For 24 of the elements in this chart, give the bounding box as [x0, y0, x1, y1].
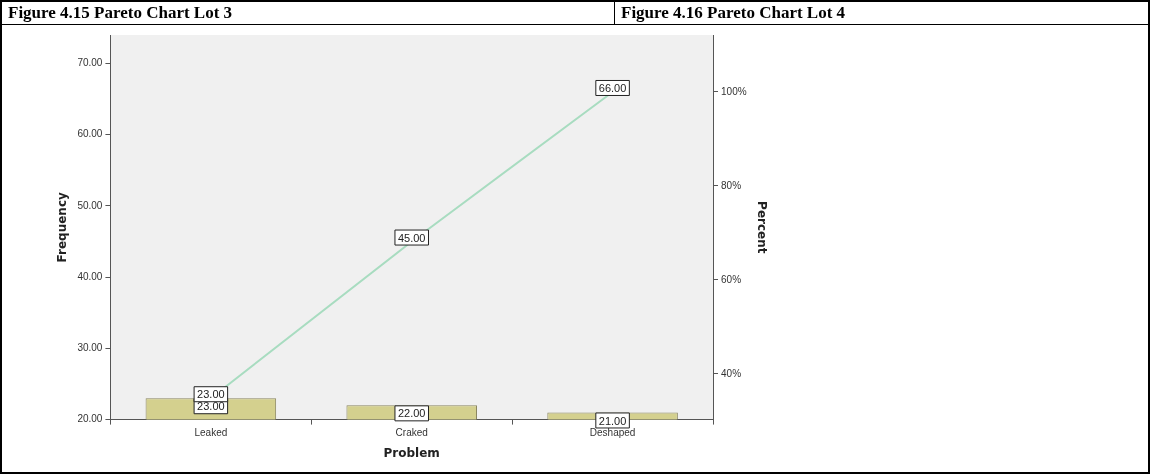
- y2-tick-label: 100%: [721, 85, 747, 97]
- y-tick-label: 40.00: [77, 270, 103, 282]
- y2-tick-label: 60%: [721, 273, 742, 285]
- data-label: 23.00: [197, 388, 225, 401]
- x-tick-label: Deshaped: [589, 427, 636, 439]
- y-tick-label: 50.00: [77, 199, 103, 211]
- y-axis-title: Frequency: [55, 192, 70, 263]
- data-label: 45.00: [397, 231, 426, 244]
- data-label: 21.00: [598, 414, 627, 427]
- y2-axis-title: Percent: [754, 201, 769, 254]
- x-tick-label: Craked: [395, 427, 428, 439]
- data-label: 23.00: [197, 400, 225, 413]
- data-label: 22.00: [397, 407, 426, 420]
- caption: Figure 4.16 Pareto Chart Lot 4: [620, 2, 847, 24]
- y2-tick-label: 40%: [721, 367, 742, 379]
- x-tick-label: Leaked: [194, 427, 228, 439]
- x-axis-title: Problem: [383, 445, 440, 460]
- y-tick-label: 60.00: [77, 128, 103, 140]
- y-tick-label: 20.00: [77, 413, 103, 425]
- y2-tick-label: 80%: [721, 179, 742, 191]
- caption: Figure 4.15 Pareto Chart Lot 3: [2, 2, 615, 24]
- data-label: 66.00: [598, 82, 627, 95]
- y-tick-label: 30.00: [77, 342, 103, 354]
- y-tick-label: 70.00: [77, 57, 103, 69]
